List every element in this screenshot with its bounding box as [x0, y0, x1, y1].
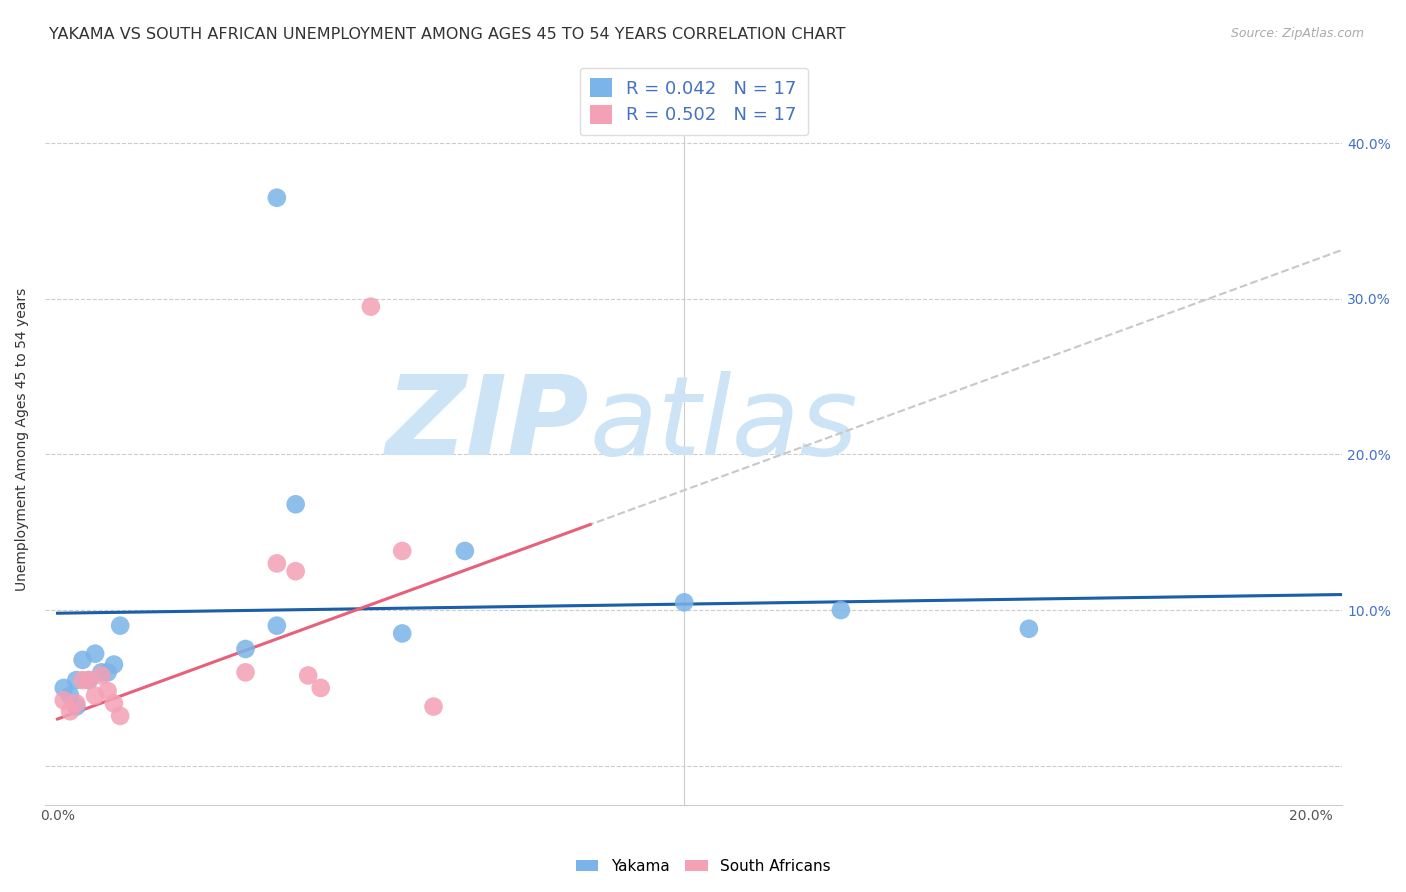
Point [360, 300, 382, 314]
Point [391, 626, 413, 640]
Point [59, 689, 82, 703]
Point [454, 544, 477, 558]
Point [266, 191, 288, 205]
Text: Source: ZipAtlas.com: Source: ZipAtlas.com [1230, 27, 1364, 40]
Point [65, 697, 87, 711]
Point [52, 681, 75, 695]
Point [97, 684, 120, 698]
Point [84, 647, 107, 661]
Point [52, 693, 75, 707]
Point [103, 697, 125, 711]
Point [266, 557, 288, 571]
Text: atlas: atlas [591, 371, 859, 478]
Point [103, 657, 125, 672]
Point [108, 709, 131, 723]
Text: ZIP: ZIP [387, 371, 591, 478]
Point [673, 595, 696, 609]
Point [65, 699, 87, 714]
Point [297, 668, 319, 682]
Point [422, 699, 444, 714]
Point [391, 544, 413, 558]
Point [830, 603, 852, 617]
Point [59, 704, 82, 718]
Point [266, 618, 288, 632]
Point [235, 642, 257, 657]
Point [72, 653, 94, 667]
Point [90, 665, 112, 680]
Point [90, 668, 112, 682]
Point [97, 665, 120, 680]
Point [235, 665, 257, 680]
Point [108, 618, 131, 632]
Text: YAKAMA VS SOUTH AFRICAN UNEMPLOYMENT AMONG AGES 45 TO 54 YEARS CORRELATION CHART: YAKAMA VS SOUTH AFRICAN UNEMPLOYMENT AMO… [49, 27, 846, 42]
Point [1018, 622, 1040, 636]
Point [65, 673, 87, 687]
Point [284, 497, 307, 511]
Legend: R = 0.042   N = 17, R = 0.502   N = 17: R = 0.042 N = 17, R = 0.502 N = 17 [579, 68, 807, 136]
Point [284, 564, 307, 578]
Point [77, 673, 100, 687]
Point [77, 673, 100, 687]
Point [72, 673, 94, 687]
Point [309, 681, 332, 695]
Y-axis label: Unemployment Among Ages 45 to 54 years: Unemployment Among Ages 45 to 54 years [15, 287, 30, 591]
Point [84, 689, 107, 703]
Legend: Yakama, South Africans: Yakama, South Africans [569, 853, 837, 880]
